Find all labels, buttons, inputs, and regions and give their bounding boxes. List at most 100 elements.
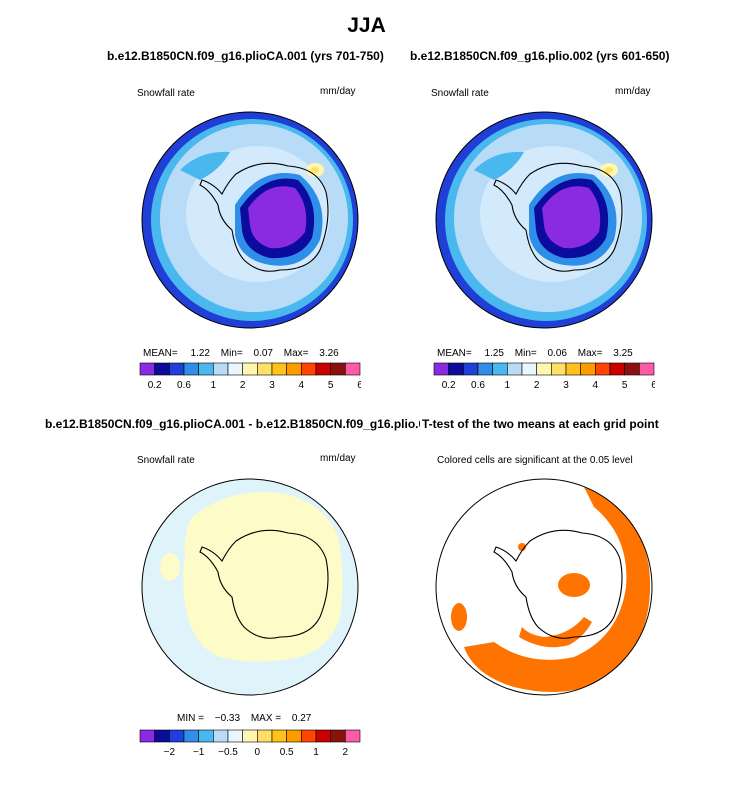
colorbar-tick-label: 4 <box>593 380 599 391</box>
colorbar-tick-label: 3 <box>269 380 275 391</box>
max-value: 3.26 <box>319 348 338 359</box>
significant-cells-patch <box>558 573 590 597</box>
colorbar-cell <box>581 363 596 375</box>
panel4-title: T-test of the two means at each grid poi… <box>420 417 659 431</box>
colorbar-tick-label: 3 <box>563 380 569 391</box>
min-label: Min= <box>221 348 243 359</box>
colorbar-cell <box>331 363 346 375</box>
colorbar-tick-label: 0.6 <box>471 380 485 391</box>
panel3-units: mm/day <box>320 453 356 464</box>
colorbar-cell <box>272 363 287 375</box>
colorbar-tick-label: 0 <box>255 747 261 758</box>
colorbar-cell <box>301 730 316 742</box>
colorbar-tick-label: 0.5 <box>280 747 294 758</box>
min-value: 0.06 <box>548 348 567 359</box>
colorbar-cell <box>257 730 272 742</box>
field-high-core <box>605 167 613 173</box>
colorbar-cell <box>287 730 302 742</box>
panel3-stats: MIN = −0.33 MAX = 0.27 <box>177 713 311 724</box>
colorbar-tick-label: 2 <box>240 380 246 391</box>
panel3-map <box>140 477 360 697</box>
colorbar-cell <box>140 363 155 375</box>
colorbar-tick-label: −1 <box>193 747 205 758</box>
colorbar-cell <box>566 363 581 375</box>
max-label: Max= <box>284 348 309 359</box>
colorbar-tick-label: 4 <box>299 380 305 391</box>
panel2-map <box>434 110 654 330</box>
colorbar-tick-label: 2 <box>343 747 349 758</box>
field-high-core <box>311 167 319 173</box>
figure-title: JJA <box>0 14 733 38</box>
colorbar-cell <box>228 363 243 375</box>
panel1-units: mm/day <box>320 86 356 97</box>
colorbar-tick-label: −0.5 <box>218 747 238 758</box>
panel1-left-label: Snowfall rate <box>137 88 195 99</box>
colorbar-cell <box>155 363 170 375</box>
colorbar-cell <box>639 363 654 375</box>
mean-value: 1.22 <box>191 348 210 359</box>
colorbar-cell <box>463 363 478 375</box>
min-value: 0.07 <box>254 348 273 359</box>
panel4-subtitle: Colored cells are significant at the 0.0… <box>437 455 633 466</box>
colorbar-tick-label: 1 <box>211 380 217 391</box>
significant-cells-patch <box>451 603 467 631</box>
colorbar-tick-label: 1 <box>313 747 319 758</box>
colorbar-cell <box>155 730 170 742</box>
colorbar-cell <box>184 363 199 375</box>
colorbar-cell <box>551 363 566 375</box>
colorbar-cell <box>243 730 258 742</box>
panel2-stats: MEAN= 1.25 Min= 0.06 Max= 3.25 <box>437 348 633 359</box>
panel3-left-label: Snowfall rate <box>137 455 195 466</box>
colorbar-cell <box>625 363 640 375</box>
colorbar-cell <box>522 363 537 375</box>
panel1-stats: MEAN= 1.22 Min= 0.07 Max= 3.26 <box>143 348 339 359</box>
colorbar-cell <box>537 363 552 375</box>
panel4-map <box>434 477 654 697</box>
panel3-title: b.e12.B1850CN.f09_g16.plioCA.001 - b.e12… <box>45 417 439 431</box>
colorbar-cell <box>228 730 243 742</box>
field-patch <box>160 553 180 581</box>
mean-value: 1.25 <box>485 348 504 359</box>
colorbar-tick-label: 6 <box>357 380 361 391</box>
panel1-colorbar: 0.2 0.6 1 2 3 4 5 6 <box>139 362 361 392</box>
colorbar-tick-label: 0.6 <box>177 380 191 391</box>
min-label: MIN = <box>177 713 204 724</box>
colorbar-cell <box>199 730 214 742</box>
colorbar-cell <box>434 363 449 375</box>
field-positive-region <box>183 492 342 662</box>
mean-label: MEAN= <box>143 348 178 359</box>
colorbar-cell <box>507 363 522 375</box>
colorbar-cell <box>140 730 155 742</box>
colorbar-cell <box>316 363 331 375</box>
colorbar-tick-label: 2 <box>534 380 540 391</box>
max-label: MAX = <box>251 713 281 724</box>
panel1-title: b.e12.B1850CN.f09_g16.plioCA.001 (yrs 70… <box>107 49 384 63</box>
min-value: −0.33 <box>215 713 240 724</box>
colorbar-cell <box>595 363 610 375</box>
mean-label: MEAN= <box>437 348 472 359</box>
colorbar-tick-label: 6 <box>651 380 655 391</box>
colorbar-cell <box>493 363 508 375</box>
colorbar-cell <box>345 730 360 742</box>
colorbar-cell <box>331 730 346 742</box>
colorbar-cell <box>169 730 184 742</box>
colorbar-cell <box>345 363 360 375</box>
colorbar-cell <box>449 363 464 375</box>
panel2-units: mm/day <box>615 86 651 97</box>
colorbar-cell <box>610 363 625 375</box>
colorbar-cell <box>243 363 258 375</box>
colorbar-cell <box>272 730 287 742</box>
colorbar-cell <box>213 730 228 742</box>
colorbar-tick-label: 0.2 <box>148 380 162 391</box>
max-label: Max= <box>578 348 603 359</box>
max-value: 3.25 <box>613 348 632 359</box>
panel3-colorbar: −2 −1 −0.5 0 0.5 1 2 <box>139 729 361 759</box>
colorbar-tick-label: 5 <box>622 380 628 391</box>
colorbar-tick-label: 5 <box>328 380 334 391</box>
panel2-title: b.e12.B1850CN.f09_g16.plio.002 (yrs 601-… <box>410 49 669 63</box>
min-label: Min= <box>515 348 537 359</box>
colorbar-cell <box>301 363 316 375</box>
colorbar-tick-label: 0.2 <box>442 380 456 391</box>
colorbar-cell <box>478 363 493 375</box>
panel1-map <box>140 110 360 330</box>
